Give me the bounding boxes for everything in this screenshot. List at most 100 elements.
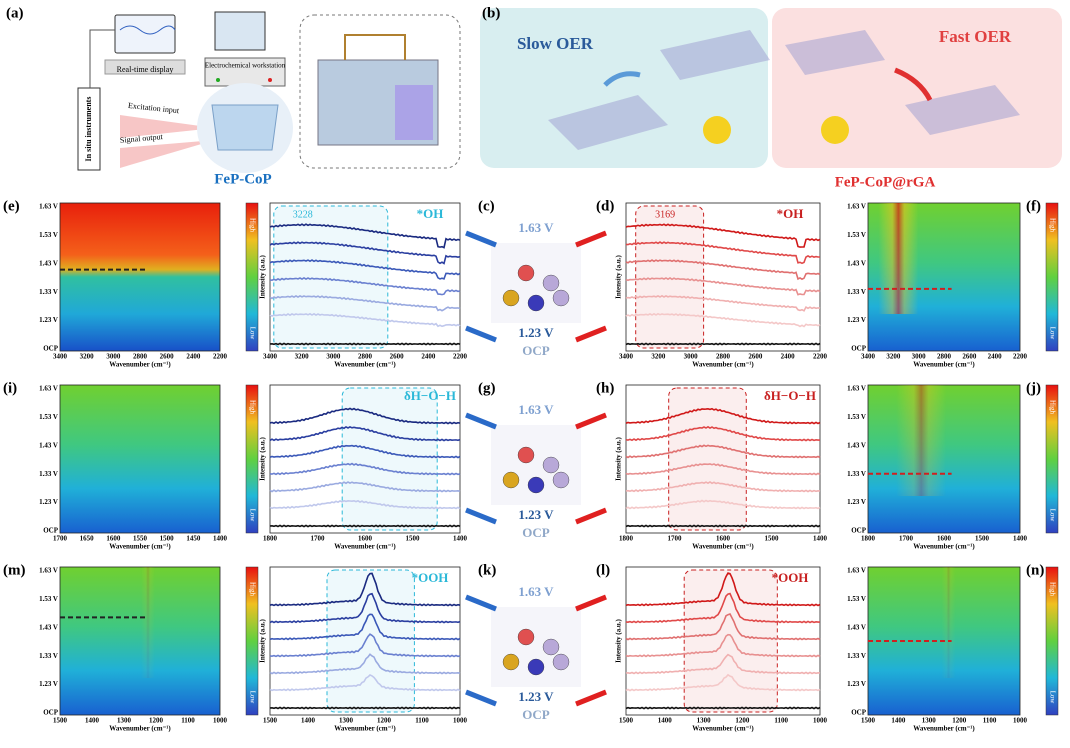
spectrum-curve xyxy=(625,342,821,346)
x-tick-label: 2200 xyxy=(453,353,468,361)
y-tick-label: 1.23 V xyxy=(39,680,58,688)
spectrum-curve xyxy=(269,294,461,312)
caption: In situ instruments xyxy=(84,97,93,162)
spectrum-curve xyxy=(269,342,461,346)
y-tick-label: OCP xyxy=(851,709,867,717)
spectrum-curve xyxy=(625,613,821,641)
x-tick-label: 1450 xyxy=(186,535,201,543)
spectrum-curve xyxy=(625,407,821,425)
y-tick-label: 1.33 V xyxy=(847,470,866,478)
x-tick-label: 3400 xyxy=(861,353,876,361)
panel-label: (d) xyxy=(596,198,614,214)
x-tick-label: 3200 xyxy=(295,353,310,361)
atom xyxy=(552,471,570,489)
y-tick-label: 1.43 V xyxy=(847,441,866,449)
x-tick-label: 3000 xyxy=(912,353,927,361)
y-tick-label: OCP xyxy=(851,527,867,535)
x-tick-label: 1000 xyxy=(453,717,468,725)
colorbar xyxy=(245,566,259,716)
x-tick-label: 1500 xyxy=(160,535,175,543)
caption: Signal output xyxy=(120,132,164,145)
x-tick-label: 1700 xyxy=(311,535,326,543)
spectrum-curve xyxy=(625,463,821,476)
spectrum-curve xyxy=(269,241,461,265)
heatmap-hotspot xyxy=(941,567,956,678)
spectrum-curve xyxy=(625,653,821,675)
caption: Real-time display xyxy=(117,65,174,74)
highlight-box xyxy=(273,205,389,349)
potential-label: 1.63 V xyxy=(518,220,554,235)
panel-label: (b) xyxy=(482,5,500,21)
y-tick-label: 1.53 V xyxy=(847,413,866,421)
caption: Excitation input xyxy=(128,101,181,115)
potential-label: 1.23 V xyxy=(518,325,554,340)
x-tick-label: 1500 xyxy=(861,717,876,725)
x-tick-label: 1700 xyxy=(668,535,683,543)
x-tick-label: 2600 xyxy=(390,353,405,361)
species-label: *OH xyxy=(417,206,444,221)
x-tick-label: 1100 xyxy=(181,717,195,725)
arrow xyxy=(465,594,497,612)
species-label: δH−O−H xyxy=(764,388,816,403)
colorbar-label: High xyxy=(248,400,256,415)
spectrum-curve xyxy=(269,592,461,624)
spectrum-curve xyxy=(269,481,461,493)
y-tick-label: 1.33 V xyxy=(39,652,58,660)
x-tick-label: 1200 xyxy=(735,717,750,725)
atom xyxy=(517,628,535,646)
x-tick-label: 1100 xyxy=(983,717,997,725)
y-tick-label: 1.63 V xyxy=(39,385,58,393)
colorbar-label: Low xyxy=(248,327,256,341)
x-tick-label: 2400 xyxy=(988,353,1003,361)
x-tick-label: 2600 xyxy=(962,353,977,361)
atom xyxy=(542,638,560,656)
spectrum-curve xyxy=(269,674,461,692)
x-tick-label: 2200 xyxy=(213,353,228,361)
y-tick-label: OCP xyxy=(851,345,867,353)
spectrum-curve xyxy=(625,499,821,510)
colorbar-label: High xyxy=(248,582,256,597)
highlight-box xyxy=(341,387,438,531)
x-tick-label: 1400 xyxy=(213,535,228,543)
panel-label: (g) xyxy=(478,380,496,396)
axis-title: Wavenumber (cm⁻¹) xyxy=(109,361,171,369)
x-tick-label: 1300 xyxy=(922,717,937,725)
atom xyxy=(552,653,570,671)
arrow xyxy=(575,230,607,248)
plot-frame xyxy=(625,384,821,534)
panel-label: (k) xyxy=(478,562,496,578)
axis-title: Wavenumber (cm⁻¹) xyxy=(913,543,975,551)
atom xyxy=(517,264,535,282)
potential-label: OCP xyxy=(522,707,550,722)
atom xyxy=(502,289,520,307)
x-tick-label: 3000 xyxy=(326,353,341,361)
x-tick-label: 1600 xyxy=(106,535,121,543)
panel-label: (n) xyxy=(1026,562,1044,578)
spectrum-curve xyxy=(625,673,821,692)
x-tick-label: 1200 xyxy=(952,717,967,725)
x-tick-label: 3200 xyxy=(886,353,901,361)
x-tick-label: 1550 xyxy=(133,535,148,543)
potential-label: OCP xyxy=(522,525,550,540)
y-tick-label: 1.23 V xyxy=(847,498,866,506)
x-tick-label: 2400 xyxy=(421,353,436,361)
atom xyxy=(517,446,535,464)
axis-title: Wavenumber (cm⁻¹) xyxy=(692,543,754,551)
y-tick-label: 1.43 V xyxy=(847,259,866,267)
plot-frame xyxy=(269,202,461,352)
plot-frame xyxy=(625,566,821,716)
x-tick-label: 1400 xyxy=(301,717,316,725)
species-label: *OH xyxy=(777,206,804,221)
axis-title: Intensity (a.u.) xyxy=(615,436,623,480)
spectrum-curve xyxy=(625,444,821,459)
axis-title: Wavenumber (cm⁻¹) xyxy=(692,725,754,733)
axis-title: Intensity (a.u.) xyxy=(259,436,267,480)
axis-title: Wavenumber (cm⁻¹) xyxy=(334,543,396,551)
spectrum-curve xyxy=(625,633,821,658)
spectrum-curve xyxy=(269,312,461,328)
axis-title: Intensity (a.u.) xyxy=(259,618,267,662)
x-tick-label: 1400 xyxy=(85,717,100,725)
species-label: *OOH xyxy=(772,570,809,585)
x-tick-label: 3400 xyxy=(619,353,634,361)
